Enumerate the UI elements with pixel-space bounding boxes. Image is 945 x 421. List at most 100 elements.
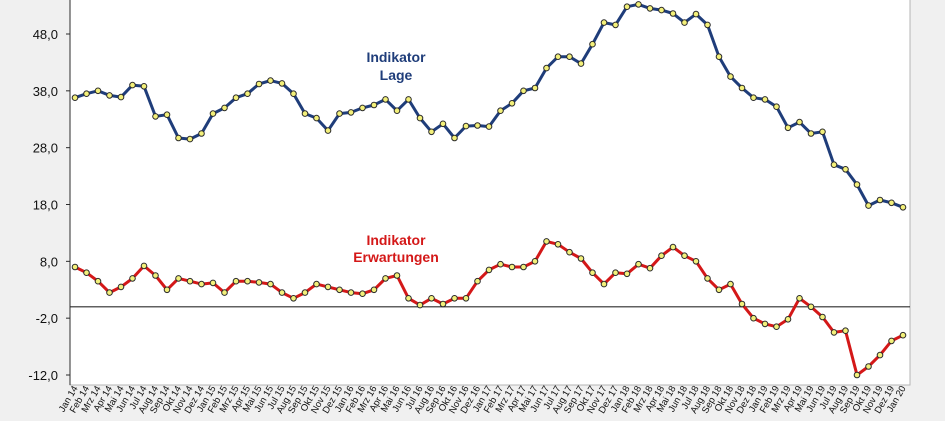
data-point-erwartungen bbox=[658, 252, 665, 259]
data-point-lage bbox=[313, 114, 320, 122]
data-point-erwartungen bbox=[773, 323, 780, 331]
data-point-lage bbox=[393, 107, 401, 114]
data-point-erwartungen bbox=[704, 275, 711, 282]
data-point-erwartungen bbox=[244, 277, 251, 285]
data-point-lage bbox=[784, 124, 792, 132]
data-point-erwartungen bbox=[290, 295, 297, 302]
data-point-lage bbox=[577, 60, 585, 67]
data-point-lage bbox=[451, 134, 458, 142]
data-point-erwartungen bbox=[830, 329, 838, 336]
data-point-erwartungen bbox=[439, 300, 447, 308]
data-point-erwartungen bbox=[301, 289, 309, 296]
data-point-erwartungen bbox=[163, 286, 171, 294]
data-point-lage bbox=[830, 161, 838, 168]
data-point-erwartungen bbox=[819, 313, 826, 321]
data-point-erwartungen bbox=[796, 295, 803, 302]
data-point-erwartungen bbox=[405, 295, 412, 302]
data-point-lage bbox=[405, 96, 412, 103]
data-point-erwartungen bbox=[347, 289, 355, 296]
data-point-erwartungen bbox=[485, 266, 493, 274]
data-point-lage bbox=[428, 128, 435, 136]
data-point-lage bbox=[658, 6, 665, 14]
data-point-erwartungen bbox=[209, 279, 217, 287]
data-point-lage bbox=[566, 53, 573, 61]
data-point-erwartungen bbox=[623, 270, 631, 278]
data-point-erwartungen bbox=[94, 277, 102, 285]
data-point-erwartungen bbox=[232, 277, 240, 285]
data-point-erwartungen bbox=[71, 263, 79, 271]
data-point-erwartungen bbox=[175, 275, 182, 282]
data-point-erwartungen bbox=[761, 320, 769, 328]
data-point-erwartungen bbox=[221, 289, 228, 296]
data-point-lage bbox=[416, 114, 424, 122]
data-point-lage bbox=[750, 94, 757, 101]
data-point-erwartungen bbox=[692, 258, 700, 265]
data-point-lage bbox=[301, 110, 309, 117]
data-point-lage bbox=[382, 96, 389, 103]
y-tick-label: 28,0 bbox=[33, 141, 58, 156]
data-point-lage bbox=[669, 10, 677, 17]
data-point-erwartungen bbox=[428, 295, 435, 302]
data-point-lage bbox=[623, 3, 631, 10]
data-point-lage bbox=[152, 113, 159, 120]
plot-area bbox=[69, 0, 911, 386]
data-point-lage bbox=[865, 202, 872, 209]
data-point-lage bbox=[359, 104, 366, 112]
data-point-erwartungen bbox=[635, 260, 642, 268]
data-point-lage bbox=[543, 64, 550, 72]
data-point-erwartungen bbox=[888, 337, 895, 345]
data-point-lage bbox=[899, 204, 907, 211]
series-layer bbox=[71, 1, 907, 379]
data-point-erwartungen bbox=[416, 301, 424, 309]
data-point-lage bbox=[198, 130, 205, 137]
data-point-lage bbox=[439, 120, 447, 128]
data-point-lage bbox=[600, 19, 608, 26]
data-point-erwartungen bbox=[566, 248, 573, 256]
data-point-lage bbox=[267, 77, 274, 84]
data-point-erwartungen bbox=[393, 272, 401, 279]
data-point-lage bbox=[520, 87, 527, 95]
data-point-erwartungen bbox=[474, 277, 481, 285]
data-point-lage bbox=[186, 135, 194, 143]
data-point-erwartungen bbox=[313, 280, 320, 288]
data-point-erwartungen bbox=[612, 269, 619, 277]
data-point-erwartungen bbox=[382, 275, 389, 282]
data-point-lage bbox=[531, 84, 539, 92]
data-point-lage bbox=[715, 53, 723, 61]
data-point-lage bbox=[589, 40, 596, 48]
y-tick-label: -2,0 bbox=[36, 311, 58, 326]
data-point-lage bbox=[462, 122, 470, 130]
data-point-erwartungen bbox=[807, 303, 815, 311]
data-point-erwartungen bbox=[267, 280, 274, 288]
data-point-erwartungen bbox=[853, 371, 861, 379]
data-point-lage bbox=[727, 73, 734, 80]
data-point-erwartungen bbox=[899, 331, 907, 339]
data-point-erwartungen bbox=[520, 263, 527, 271]
data-point-erwartungen bbox=[106, 289, 113, 296]
data-point-lage bbox=[221, 104, 228, 112]
data-point-lage bbox=[106, 92, 113, 99]
data-point-erwartungen bbox=[324, 283, 332, 291]
data-point-lage bbox=[255, 80, 263, 88]
data-point-lage bbox=[71, 94, 79, 101]
data-point-erwartungen bbox=[646, 264, 654, 272]
data-point-erwartungen bbox=[186, 277, 194, 285]
data-point-lage bbox=[485, 123, 493, 130]
y-tick-label: 8,0 bbox=[40, 254, 58, 269]
data-point-lage bbox=[370, 101, 378, 109]
data-point-lage bbox=[807, 130, 815, 137]
data-point-erwartungen bbox=[83, 269, 90, 277]
data-point-erwartungen bbox=[508, 263, 516, 271]
data-point-erwartungen bbox=[129, 275, 136, 282]
data-point-erwartungen bbox=[336, 286, 343, 294]
data-point-erwartungen bbox=[255, 279, 263, 286]
data-point-erwartungen bbox=[727, 280, 734, 288]
data-point-erwartungen bbox=[462, 295, 470, 302]
data-point-erwartungen bbox=[600, 280, 608, 288]
y-tick-label: -12,0 bbox=[28, 368, 58, 383]
annotation-lage-line: Lage bbox=[380, 67, 413, 83]
y-tick-label: 48,0 bbox=[33, 27, 58, 42]
data-point-erwartungen bbox=[681, 252, 688, 259]
data-point-lage bbox=[888, 199, 895, 207]
